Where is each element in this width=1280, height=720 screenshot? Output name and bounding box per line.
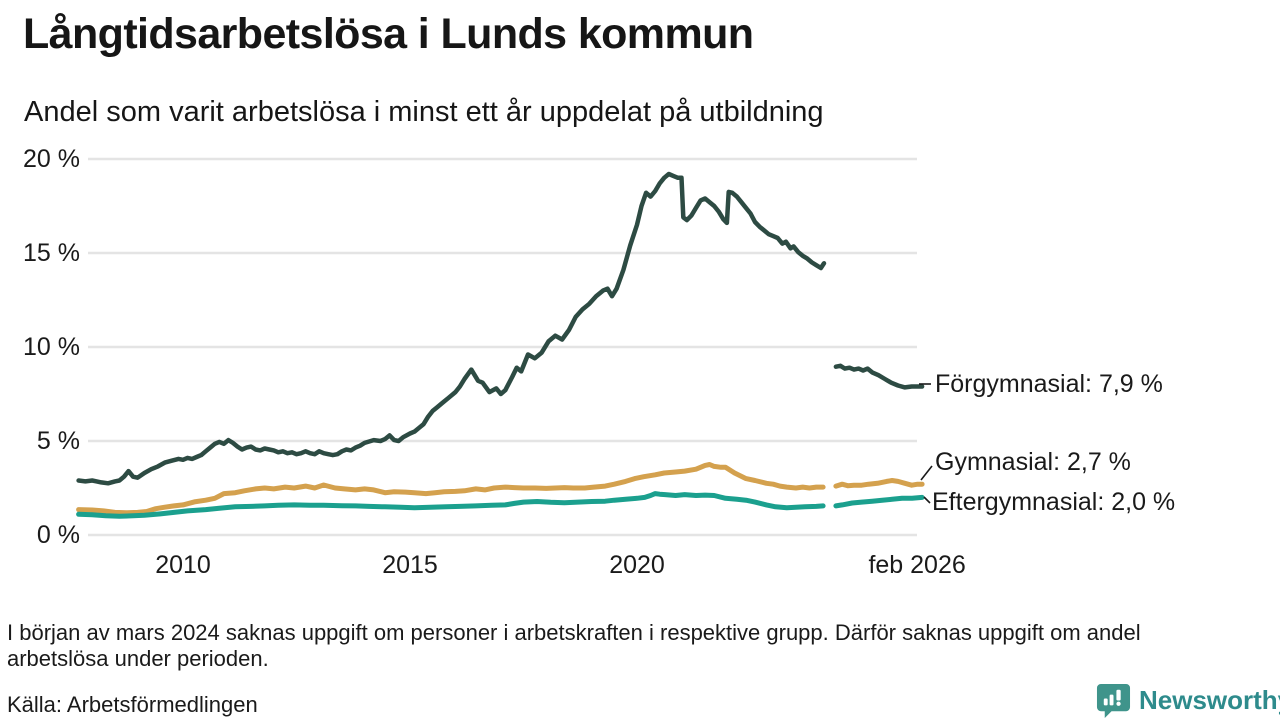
series-line-forgymnasial-seg1 bbox=[76, 171, 827, 486]
x-tick-label-2015: 2015 bbox=[382, 551, 438, 579]
y-tick-label-15: 15 % bbox=[23, 239, 80, 267]
connector-gymnasial bbox=[920, 465, 933, 481]
series-line-gymnasial-seg2 bbox=[833, 478, 925, 489]
y-tick-label-20: 20 % bbox=[23, 145, 80, 173]
series-label-gymnasial: Gymnasial: 2,7 % bbox=[935, 448, 1131, 476]
x-tick-label-2010: 2010 bbox=[155, 551, 211, 579]
newsworthy-bubble-chart-icon bbox=[1096, 683, 1131, 718]
label-connector-lines bbox=[919, 383, 933, 504]
y-tick-label-5: 5 % bbox=[36, 427, 80, 455]
footnote: I början av mars 2024 saknas uppgift om … bbox=[7, 620, 1141, 671]
page-subtitle: Andel som varit arbetslösa i minst ett å… bbox=[24, 96, 824, 128]
newsworthy-logo[interactable]: Newsworthy bbox=[1096, 683, 1280, 718]
gridlines bbox=[88, 157, 917, 537]
series-label-eftergymnasial: Eftergymnasial: 2,0 % bbox=[932, 488, 1176, 516]
series-label-forgymnasial: Förgymnasial: 7,9 % bbox=[935, 370, 1163, 398]
source-credit: Källa: Arbetsförmedlingen bbox=[7, 692, 258, 717]
y-tick-label-10: 10 % bbox=[23, 333, 80, 361]
series-lines bbox=[76, 171, 925, 519]
series-line-eftergymnasial-seg2 bbox=[833, 494, 925, 509]
series-line-eftergymnasial-seg1 bbox=[76, 491, 826, 519]
x-tick-label-2020: 2020 bbox=[609, 551, 665, 579]
y-tick-label-0: 0 % bbox=[36, 521, 80, 549]
connector-eftergymnasial bbox=[923, 496, 931, 504]
series-line-forgymnasial-seg2 bbox=[833, 363, 925, 390]
page-title: Långtidsarbetslösa i Lunds kommun bbox=[23, 10, 754, 58]
series-line-gymnasial-seg1 bbox=[76, 462, 826, 516]
x-tick-label-feb-2026: feb 2026 bbox=[868, 551, 966, 579]
newsworthy-logo-text: Newsworthy bbox=[1139, 685, 1280, 715]
